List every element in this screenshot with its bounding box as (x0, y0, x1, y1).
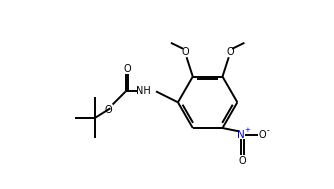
Text: O: O (259, 130, 266, 140)
Text: +: + (244, 127, 250, 133)
Text: O: O (181, 46, 189, 57)
Text: -: - (267, 126, 270, 135)
Text: O: O (123, 64, 131, 74)
Text: O: O (239, 156, 246, 166)
Text: N: N (237, 130, 245, 140)
Text: O: O (105, 105, 112, 115)
Text: O: O (226, 46, 234, 57)
Text: NH: NH (136, 86, 150, 96)
